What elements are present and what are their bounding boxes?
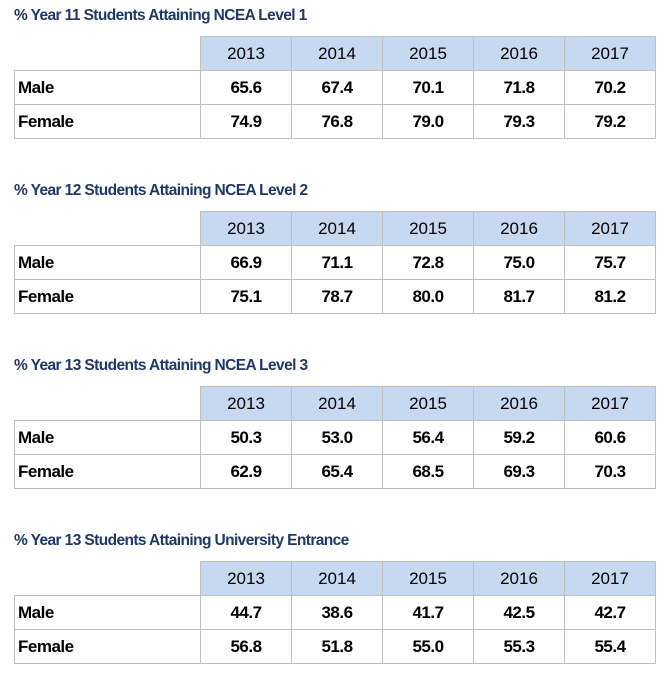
data-table: 2013 2014 2015 2016 2017 Male 66.9 71.1 72.8 75.0… — [14, 211, 656, 314]
value-cell: 79.2 — [564, 104, 656, 139]
header-row: 2013 2014 2015 2016 2017 — [14, 211, 656, 246]
year-header: 2014 — [291, 386, 383, 421]
value-cell: 72.8 — [382, 245, 474, 280]
value-cell: 41.7 — [382, 595, 474, 630]
year-header: 2015 — [382, 561, 474, 596]
value-cell: 70.1 — [382, 70, 474, 105]
header-blank-cell — [14, 36, 201, 71]
value-cell: 67.4 — [291, 70, 383, 105]
table-section-ncea-level-3: % Year 13 Students Attaining NCEA Level … — [14, 356, 656, 489]
data-table: 2013 2014 2015 2016 2017 Male 44.7 38.6 41.7 42.5… — [14, 561, 656, 664]
value-cell: 42.5 — [473, 595, 565, 630]
table-title: % Year 11 Students Attaining NCEA Level … — [14, 7, 307, 24]
value-cell: 81.2 — [564, 279, 656, 314]
row-label: Female — [14, 279, 201, 314]
value-cell: 79.3 — [473, 104, 565, 139]
data-table: 2013 2014 2015 2016 2017 Male 50.3 53.0 56.4 59.2… — [14, 386, 656, 489]
value-cell: 70.2 — [564, 70, 656, 105]
value-cell: 51.8 — [291, 629, 383, 664]
value-cell: 53.0 — [291, 420, 383, 455]
value-cell: 76.8 — [291, 104, 383, 139]
row-label: Male — [14, 70, 201, 105]
year-header: 2014 — [291, 36, 383, 71]
table-row: Male 66.9 71.1 72.8 75.0 75.7 — [14, 245, 656, 280]
value-cell: 75.7 — [564, 245, 656, 280]
header-blank-cell — [14, 386, 201, 421]
table-title: % Year 13 Students Attaining University … — [14, 532, 349, 549]
year-header: 2013 — [200, 386, 292, 421]
value-cell: 80.0 — [382, 279, 474, 314]
value-cell: 44.7 — [200, 595, 292, 630]
value-cell: 74.9 — [200, 104, 292, 139]
value-cell: 65.4 — [291, 454, 383, 489]
table-row: Male 65.6 67.4 70.1 71.8 70.2 — [14, 70, 656, 105]
row-label: Male — [14, 245, 201, 280]
value-cell: 79.0 — [382, 104, 474, 139]
year-header: 2017 — [564, 211, 656, 246]
value-cell: 59.2 — [473, 420, 565, 455]
row-label: Female — [14, 454, 201, 489]
header-row: 2013 2014 2015 2016 2017 — [14, 561, 656, 596]
year-header: 2013 — [200, 211, 292, 246]
year-header: 2015 — [382, 386, 474, 421]
table-section-ncea-level-2: % Year 12 Students Attaining NCEA Level … — [14, 181, 656, 314]
row-label: Female — [14, 629, 201, 664]
year-header: 2016 — [473, 386, 565, 421]
value-cell: 81.7 — [473, 279, 565, 314]
value-cell: 68.5 — [382, 454, 474, 489]
value-cell: 65.6 — [200, 70, 292, 105]
header-blank-cell — [14, 211, 201, 246]
table-row: Male 44.7 38.6 41.7 42.5 42.7 — [14, 595, 656, 630]
value-cell: 38.6 — [291, 595, 383, 630]
row-label: Male — [14, 595, 201, 630]
header-blank-cell — [14, 561, 201, 596]
table-title: % Year 13 Students Attaining NCEA Level … — [14, 357, 308, 374]
table-section-university-entrance: % Year 13 Students Attaining University … — [14, 531, 656, 664]
data-table: 2013 2014 2015 2016 2017 Male 65.6 67.4 70.1 71.8… — [14, 36, 656, 139]
value-cell: 60.6 — [564, 420, 656, 455]
value-cell: 66.9 — [200, 245, 292, 280]
value-cell: 71.8 — [473, 70, 565, 105]
year-header: 2015 — [382, 211, 474, 246]
table-row: Female 75.1 78.7 80.0 81.7 81.2 — [14, 279, 656, 314]
year-header: 2016 — [473, 211, 565, 246]
value-cell: 55.4 — [564, 629, 656, 664]
year-header: 2014 — [291, 211, 383, 246]
header-row: 2013 2014 2015 2016 2017 — [14, 386, 656, 421]
value-cell: 70.3 — [564, 454, 656, 489]
value-cell: 75.1 — [200, 279, 292, 314]
year-header: 2015 — [382, 36, 474, 71]
row-label: Female — [14, 104, 201, 139]
year-header: 2016 — [473, 561, 565, 596]
table-row: Female 62.9 65.4 68.5 69.3 70.3 — [14, 454, 656, 489]
table-row: Female 56.8 51.8 55.0 55.3 55.4 — [14, 629, 656, 664]
table-title: % Year 12 Students Attaining NCEA Level … — [14, 182, 308, 199]
year-header: 2017 — [564, 561, 656, 596]
table-row: Male 50.3 53.0 56.4 59.2 60.6 — [14, 420, 656, 455]
value-cell: 69.3 — [473, 454, 565, 489]
value-cell: 56.8 — [200, 629, 292, 664]
value-cell: 42.7 — [564, 595, 656, 630]
value-cell: 71.1 — [291, 245, 383, 280]
year-header: 2013 — [200, 36, 292, 71]
year-header: 2017 — [564, 36, 656, 71]
value-cell: 50.3 — [200, 420, 292, 455]
table-row: Female 74.9 76.8 79.0 79.3 79.2 — [14, 104, 656, 139]
value-cell: 55.0 — [382, 629, 474, 664]
table-section-ncea-level-1: % Year 11 Students Attaining NCEA Level … — [14, 6, 656, 139]
value-cell: 78.7 — [291, 279, 383, 314]
value-cell: 55.3 — [473, 629, 565, 664]
value-cell: 62.9 — [200, 454, 292, 489]
header-row: 2013 2014 2015 2016 2017 — [14, 36, 656, 71]
year-header: 2014 — [291, 561, 383, 596]
row-label: Male — [14, 420, 201, 455]
value-cell: 56.4 — [382, 420, 474, 455]
year-header: 2013 — [200, 561, 292, 596]
year-header: 2016 — [473, 36, 565, 71]
year-header: 2017 — [564, 386, 656, 421]
value-cell: 75.0 — [473, 245, 565, 280]
